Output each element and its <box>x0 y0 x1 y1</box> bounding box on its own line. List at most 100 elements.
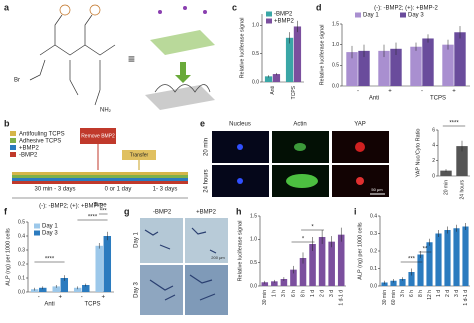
y-tick-label: 0.0 <box>250 283 257 289</box>
legend-swatch <box>400 12 406 18</box>
x-tick-label: Anti <box>270 86 276 95</box>
panel-label: a <box>4 2 10 12</box>
legend-swatch <box>266 11 272 17</box>
bar <box>95 245 103 292</box>
bar <box>453 228 460 286</box>
column-label: Nucleus <box>229 122 251 128</box>
bar <box>358 50 370 86</box>
bar <box>435 233 442 286</box>
row-label: 24 hours <box>204 169 210 192</box>
x-tick-label: 1 d-1 d <box>339 290 345 306</box>
legend-label: +BMP2 <box>19 146 40 152</box>
legend-swatch <box>34 223 40 229</box>
x-tick-label: 2 d <box>445 290 451 297</box>
chart-title: (-): -BMP2; (+): +BMP-2 <box>374 6 438 12</box>
bar <box>417 254 424 286</box>
bar <box>390 48 402 86</box>
x-tick-label: 3 d <box>454 290 460 297</box>
significance-label: **** <box>45 257 55 263</box>
y-tick-label: 0.2 <box>18 261 25 267</box>
y-axis-label: Relative luciferase signal <box>239 18 245 79</box>
x-tick-label: 2 d <box>319 290 325 297</box>
y-tick-label: 0.4 <box>370 213 377 219</box>
y-tick-label: 0.0 <box>370 283 377 289</box>
bar <box>378 50 390 86</box>
micrographs <box>212 131 389 197</box>
x-tick-label: 20 min <box>443 180 449 195</box>
y-tick-label: 0.4 <box>18 233 25 239</box>
group-label: TCPS <box>430 96 446 102</box>
bar <box>426 242 433 286</box>
y-tick-label: 1.5 <box>250 213 257 219</box>
y-tick-label: 0.3 <box>18 247 25 253</box>
y-tick-label: 0.5 <box>252 51 259 57</box>
row-label: 20 min <box>204 138 210 156</box>
bar <box>272 74 281 82</box>
bar <box>444 230 451 286</box>
y-tick-label: 0.5 <box>250 260 257 266</box>
phase-label: 30 min - 3 days <box>34 187 75 193</box>
y-tick-label: 0.0 <box>18 289 25 295</box>
x-tick-label: TCPS <box>291 85 297 99</box>
bar <box>422 38 434 86</box>
phase-label: 0 or 1 day <box>105 187 132 193</box>
bar <box>462 226 469 286</box>
column-label: Actin <box>293 122 306 128</box>
x-tick-label: + <box>58 295 62 301</box>
legend-swatch <box>34 230 40 236</box>
y-tick-label: 0.0 <box>252 79 259 85</box>
legend-label: Day 3 <box>408 13 424 19</box>
legend-label: Antifouling TCPS <box>19 132 65 138</box>
legend-label: Day 1 <box>363 13 379 19</box>
panel-label: c <box>232 2 237 12</box>
x-tick-label: 1 h <box>272 290 278 297</box>
x-tick-label: 8 h <box>418 290 424 297</box>
group-label: Anti <box>44 302 54 308</box>
y-tick-label: 1.5 <box>332 21 339 27</box>
chart-title: (-): -BMP2; (+): +BMP-2 <box>39 204 103 210</box>
x-tick-label: 12 h <box>427 290 433 300</box>
legend-label: Adhesive TCPS <box>19 139 61 145</box>
scale-label: 50 μm <box>371 187 383 192</box>
significance-label: *** <box>100 209 108 215</box>
bar <box>440 170 452 176</box>
transfer-label: Transfer <box>130 152 149 158</box>
micrographs <box>140 218 228 315</box>
legend-label: -BMP2 <box>19 153 38 159</box>
y-tick-label: 0.0 <box>332 83 339 89</box>
x-tick-label: 30 min <box>382 290 388 305</box>
scale-label: 200 μm <box>211 255 225 260</box>
bar <box>285 37 294 82</box>
y-tick-label: 1.0 <box>250 237 257 243</box>
bar <box>337 234 345 286</box>
panel-label: f <box>4 206 8 216</box>
panel-label: g <box>124 206 130 216</box>
y-axis-label: ALP (ng) per 1000 cells <box>357 222 363 280</box>
y-tick-label: 4 <box>432 143 435 149</box>
bar <box>408 272 415 286</box>
y-axis-label: YAP Nuc/Cyto Ratio <box>415 128 421 177</box>
significance-label: **** <box>88 215 98 221</box>
legend-label: -BMP2 <box>274 12 293 18</box>
significance-label: ** <box>423 247 428 253</box>
bar <box>264 76 273 82</box>
x-tick-label: - <box>421 89 423 95</box>
timeline <box>10 128 188 199</box>
polymer-structure <box>29 4 116 106</box>
significance-label: * <box>302 237 305 243</box>
legend-swatch <box>266 18 272 24</box>
bar <box>346 52 358 86</box>
significance-label: **** <box>449 121 459 127</box>
y-tick-label: 1.0 <box>332 42 339 48</box>
surface-schematic <box>145 6 215 110</box>
x-tick-label: 8 h <box>300 290 306 297</box>
bar <box>456 146 468 176</box>
bar <box>82 285 90 292</box>
bar <box>73 287 82 292</box>
legend-label: +BMP2 <box>274 19 295 25</box>
y-axis-label: ALP (ng) per 1000 cells <box>5 228 11 286</box>
bar <box>280 279 288 286</box>
panel-label: i <box>354 206 357 216</box>
